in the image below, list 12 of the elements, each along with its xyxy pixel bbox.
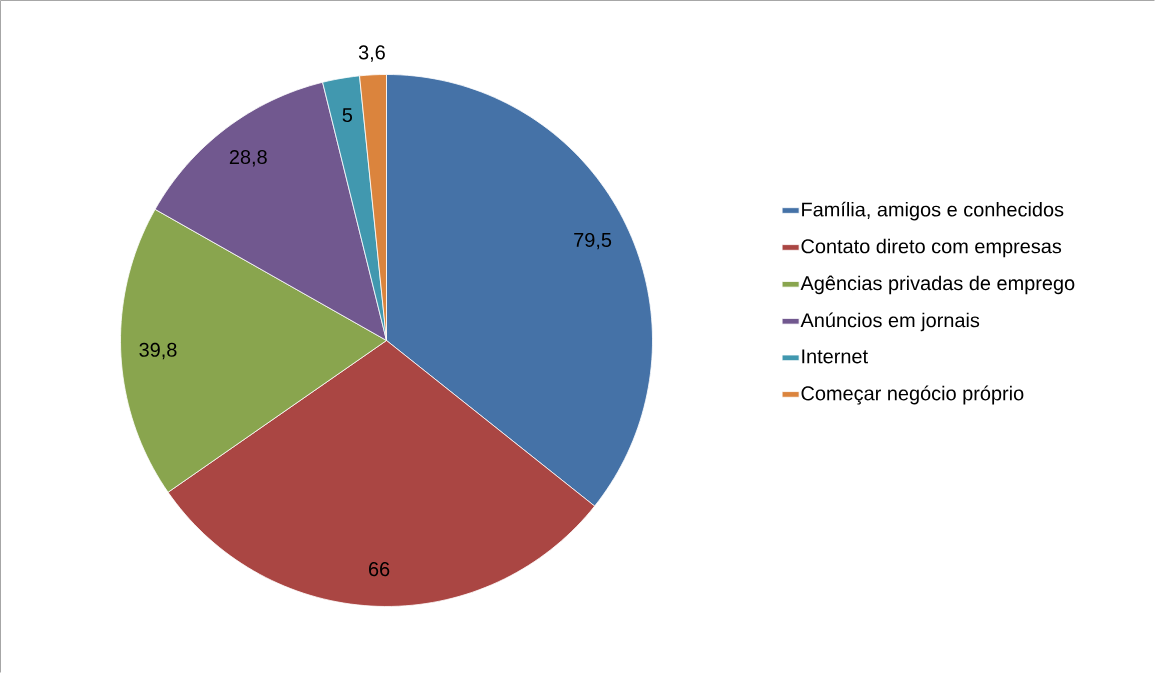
data-label: 3,6: [358, 45, 385, 62]
data-label: 79,5: [574, 232, 612, 250]
data-label: 28,8: [229, 150, 267, 167]
legend-label: Começar negócio próprio: [801, 385, 1024, 405]
data-label: 39,8: [139, 342, 177, 360]
legend-label: Agências privadas de emprego: [800, 275, 1075, 295]
data-label: 66: [369, 562, 390, 577]
legend-label: Contato direto com empresas: [801, 238, 1062, 258]
legend-label: Internet: [802, 349, 868, 364]
legend-label: Família, amigos e conhecidos: [802, 201, 1064, 221]
legend-label: Anúncios em jornais: [800, 312, 980, 332]
data-label: 5: [342, 108, 353, 123]
